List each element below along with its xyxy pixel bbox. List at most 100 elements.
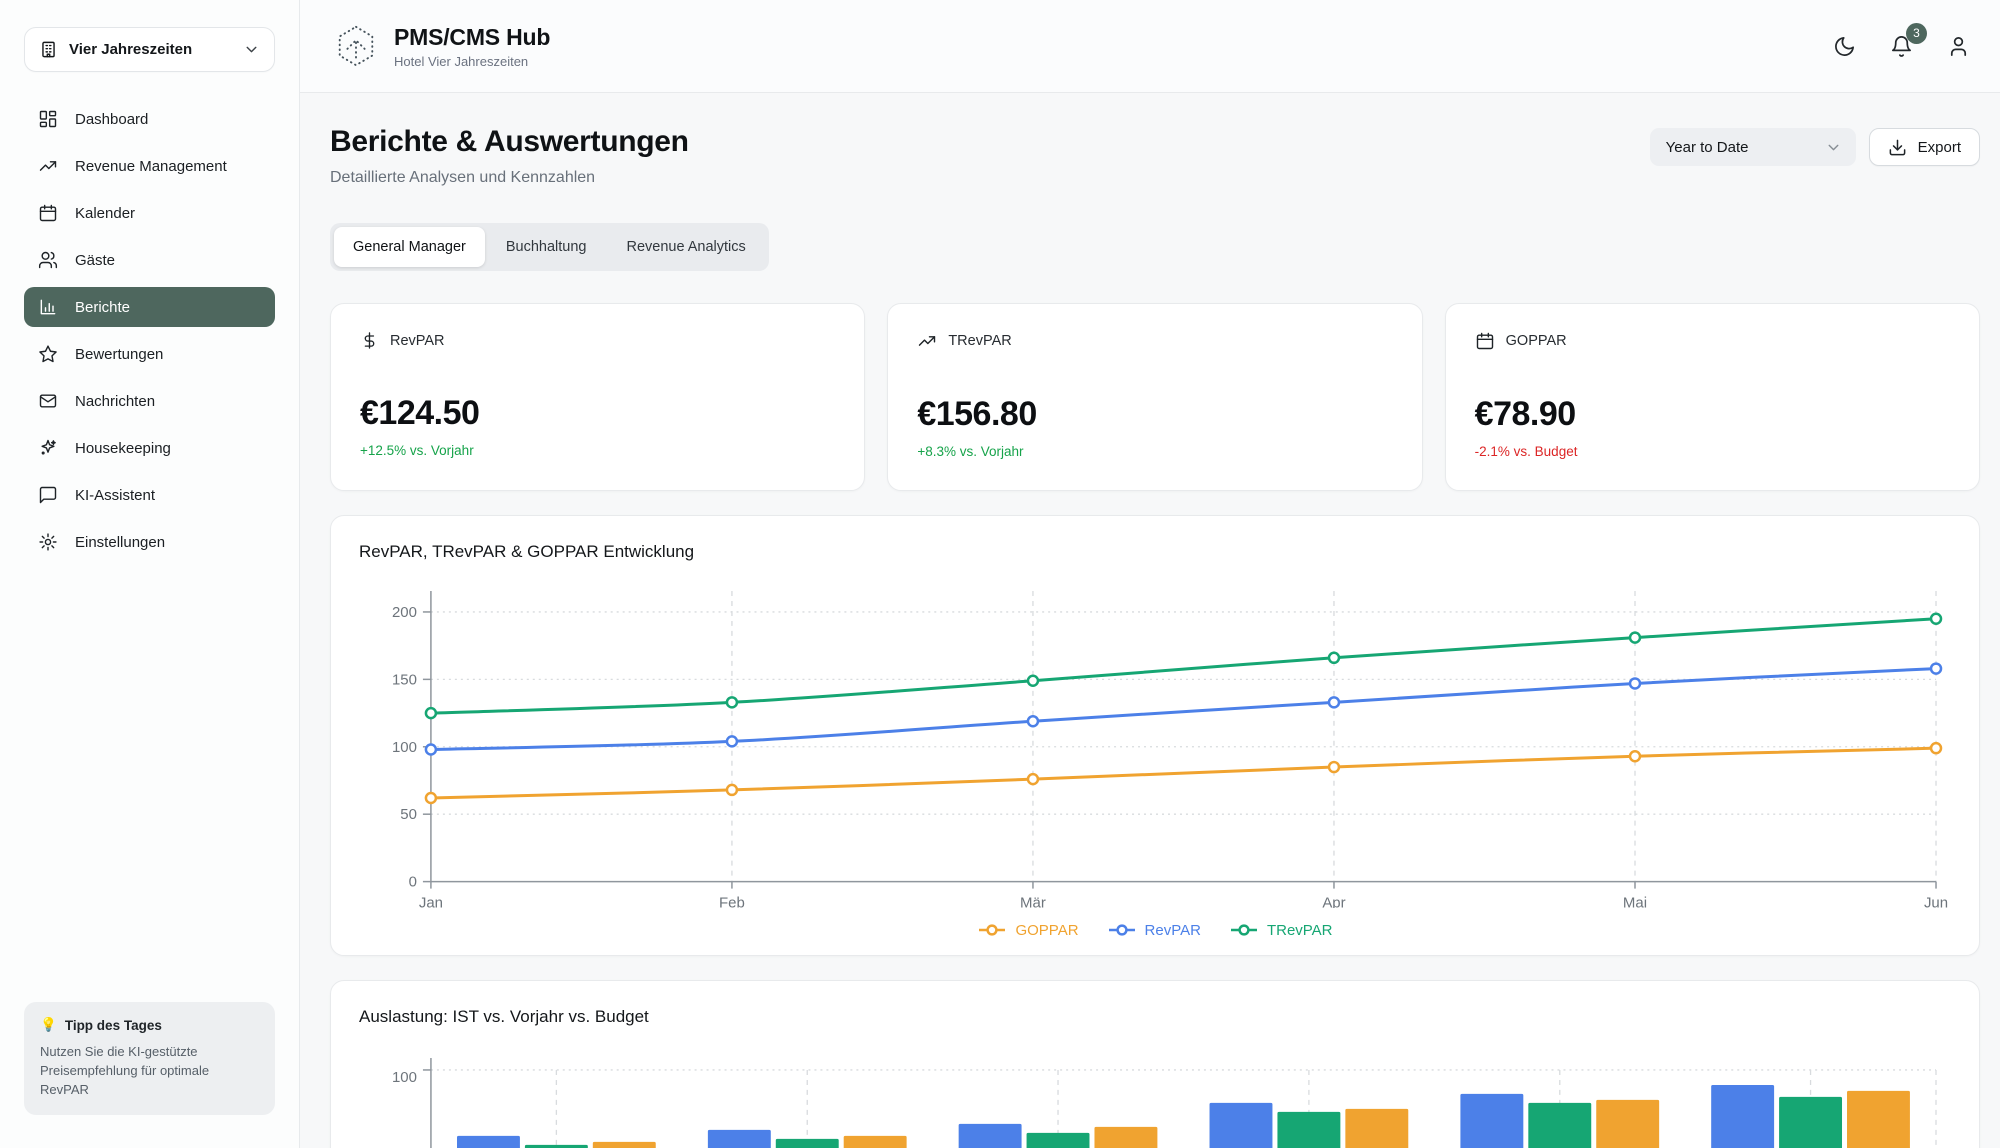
kpi-card-revpar: RevPAR €124.50 +12.5% vs. Vorjahr <box>330 303 865 491</box>
gear-icon <box>38 532 58 552</box>
svg-text:Mai: Mai <box>1623 895 1647 908</box>
tab-buchhaltung[interactable]: Buchhaltung <box>487 227 606 267</box>
svg-text:0: 0 <box>409 874 417 891</box>
sidebar-item-revenue-management[interactable]: Revenue Management <box>24 146 275 186</box>
svg-text:Apr: Apr <box>1322 895 1345 908</box>
sidebar-item-label: KI-Assistent <box>75 487 155 504</box>
legend-item-trevpar[interactable]: TRevPAR <box>1229 922 1333 939</box>
svg-text:Feb: Feb <box>719 895 745 908</box>
star-icon <box>38 344 58 364</box>
kpi-value: €78.90 <box>1475 397 1950 431</box>
line-chart-title: RevPAR, TRevPAR & GOPPAR Entwicklung <box>359 542 1951 562</box>
sidebar-item-label: Nachrichten <box>75 393 155 410</box>
kpi-value: €124.50 <box>360 396 835 430</box>
sidebar-item-label: Einstellungen <box>75 534 165 551</box>
org-switcher[interactable]: Vier Jahreszeiten <box>24 27 275 72</box>
kpi-card-goppar: GOPPAR €78.90 -2.1% vs. Budget <box>1445 303 1980 491</box>
svg-text:200: 200 <box>392 604 417 621</box>
tip-body: Nutzen Sie die KI-gestützte Preisempfehl… <box>40 1043 259 1100</box>
calendar-icon <box>38 203 58 223</box>
trending-up-icon <box>917 331 937 351</box>
building-icon <box>39 40 58 59</box>
svg-text:Mär: Mär <box>1020 895 1046 908</box>
legend-item-goppar[interactable]: GOPPAR <box>977 922 1078 939</box>
tip-title: Tipp des Tages <box>65 1018 162 1033</box>
page-subtitle: Detaillierte Analysen und Kennzahlen <box>330 169 689 187</box>
svg-text:150: 150 <box>392 671 417 688</box>
chevron-down-icon <box>1825 139 1842 156</box>
bar-chart-svg: 100 <box>359 1037 1951 1148</box>
theme-toggle-button[interactable] <box>1831 33 1858 60</box>
kpi-label: RevPAR <box>390 333 445 349</box>
dollar-icon <box>360 331 379 350</box>
revpar-line-chart: 0 50 100 150 200 Jan Feb Mär Apr Mai Jun <box>359 572 1951 908</box>
kpi-label-row: RevPAR <box>360 331 835 350</box>
notification-badge: 3 <box>1906 23 1927 44</box>
kpi-delta: -2.1% vs. Budget <box>1475 444 1950 459</box>
top-header: PMS/CMS Hub Hotel Vier Jahreszeiten 3 <box>300 0 2000 93</box>
tab-general-manager[interactable]: General Manager <box>334 227 485 267</box>
svg-text:Jan: Jan <box>419 895 443 908</box>
sidebar-item-housekeeping[interactable]: Housekeeping <box>24 428 275 468</box>
legend-marker-icon <box>1107 923 1137 937</box>
sidebar-item-kalender[interactable]: Kalender <box>24 193 275 233</box>
sidebar-nav: Dashboard Revenue Management Kalender Gä… <box>0 99 299 562</box>
main-content: Berichte & Auswertungen Detaillierte Ana… <box>300 93 2000 1148</box>
notifications-button[interactable]: 3 <box>1888 33 1915 60</box>
sidebar-item-nachrichten[interactable]: Nachrichten <box>24 381 275 421</box>
kpi-value: €156.80 <box>917 397 1392 431</box>
page-title: Berichte & Auswertungen <box>330 125 689 159</box>
svg-text:100: 100 <box>392 739 417 756</box>
lightbulb-icon: 💡 <box>40 1017 57 1033</box>
export-button[interactable]: Export <box>1869 128 1980 166</box>
chat-icon <box>38 485 58 505</box>
sidebar-item-bewertungen[interactable]: Bewertungen <box>24 334 275 374</box>
kpi-cards: RevPAR €124.50 +12.5% vs. Vorjahr TRevPA… <box>330 303 1980 491</box>
sidebar-item-label: Revenue Management <box>75 158 227 175</box>
bar-chart-title: Auslastung: IST vs. Vorjahr vs. Budget <box>359 1007 1951 1027</box>
sparkles-icon <box>38 438 58 458</box>
sidebar-item-label: Gäste <box>75 252 115 269</box>
line-chart-card: RevPAR, TRevPAR & GOPPAR Entwicklung 0 50… <box>330 515 1980 956</box>
kpi-card-trevpar: TRevPAR €156.80 +8.3% vs. Vorjahr <box>887 303 1422 491</box>
app-identity: PMS/CMS Hub Hotel Vier Jahreszeiten <box>394 24 550 69</box>
user-menu-button[interactable] <box>1945 33 1972 60</box>
sidebar-item-ki-assistent[interactable]: KI-Assistent <box>24 475 275 515</box>
line-chart-svg: 0 50 100 150 200 Jan Feb Mär Apr Mai Jun <box>359 572 1951 908</box>
sidebar-item-label: Dashboard <box>75 111 148 128</box>
tab-revenue-analytics[interactable]: Revenue Analytics <box>607 227 764 267</box>
org-name: Vier Jahreszeiten <box>69 41 192 58</box>
mail-icon <box>38 391 58 411</box>
sidebar-item-berichte[interactable]: Berichte <box>24 287 275 327</box>
legend-item-revpar[interactable]: RevPAR <box>1107 922 1201 939</box>
occupancy-bar-chart: 100 <box>359 1037 1951 1148</box>
sidebar-item-einstellungen[interactable]: Einstellungen <box>24 522 275 562</box>
moon-icon <box>1833 35 1856 58</box>
export-label: Export <box>1918 139 1961 156</box>
sidebar-item-gäste[interactable]: Gäste <box>24 240 275 280</box>
header-actions: 3 <box>1831 33 1972 60</box>
sidebar: Vier Jahreszeiten Dashboard Revenue Mana… <box>0 0 300 1148</box>
date-range-select[interactable]: Year to Date <box>1650 128 1856 166</box>
page-head: Berichte & Auswertungen Detaillierte Ana… <box>330 125 1980 187</box>
tip-title-row: 💡 Tipp des Tages <box>40 1017 259 1033</box>
calendar-icon <box>1475 331 1495 351</box>
trending-up-icon <box>38 156 58 176</box>
page-controls: Year to Date Export <box>1650 128 1980 166</box>
report-tabs: General Manager Buchhaltung Revenue Anal… <box>330 223 769 271</box>
date-range-value: Year to Date <box>1666 139 1749 156</box>
user-icon <box>1947 35 1970 58</box>
kpi-delta: +8.3% vs. Vorjahr <box>917 444 1392 459</box>
svg-text:Jun: Jun <box>1924 895 1948 908</box>
legend-marker-icon <box>977 923 1007 937</box>
sidebar-item-label: Kalender <box>75 205 135 222</box>
sidebar-item-label: Bewertungen <box>75 346 163 363</box>
svg-text:50: 50 <box>400 806 417 823</box>
kpi-label-row: GOPPAR <box>1475 331 1950 351</box>
kpi-label-row: TRevPAR <box>917 331 1392 351</box>
svg-text:100: 100 <box>392 1069 417 1086</box>
users-icon <box>38 250 58 270</box>
kpi-label: GOPPAR <box>1506 333 1567 349</box>
sidebar-item-dashboard[interactable]: Dashboard <box>24 99 275 139</box>
app-subtitle: Hotel Vier Jahreszeiten <box>394 54 550 69</box>
